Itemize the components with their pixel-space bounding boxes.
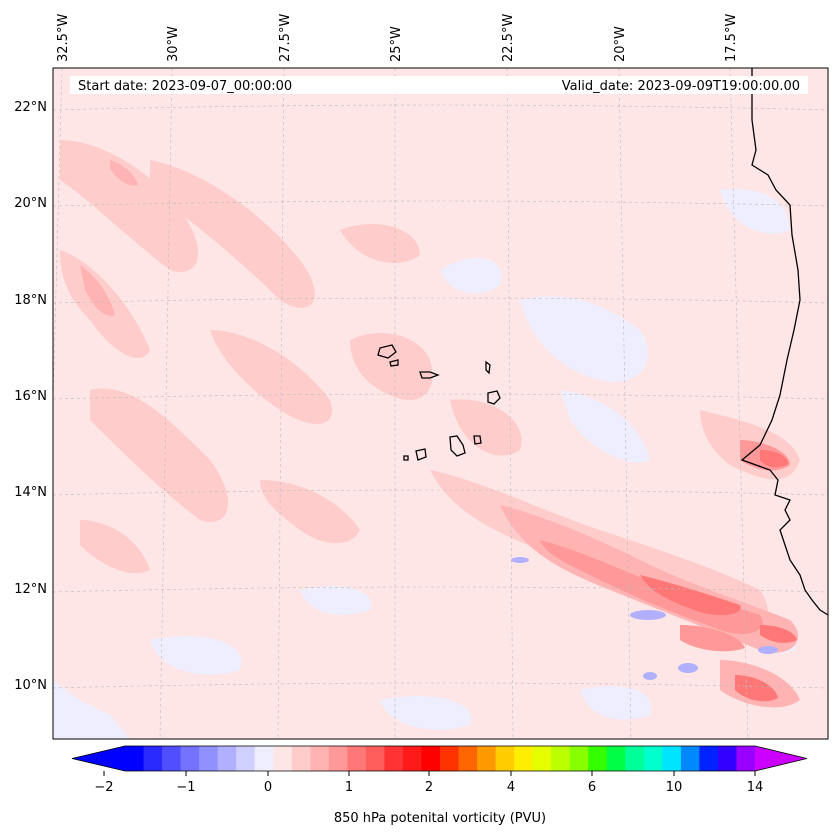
latitude-tick-label: 10°N bbox=[14, 678, 47, 693]
colorbar-tick-label: 6 bbox=[588, 780, 596, 795]
colorbar-tick-label: −1 bbox=[176, 780, 195, 795]
colorbar-tick-label: 4 bbox=[507, 780, 515, 795]
longitude-tick-label: 17.5°W bbox=[724, 14, 739, 62]
colorbar-swatch bbox=[347, 746, 367, 771]
colorbar-swatch bbox=[402, 746, 422, 771]
start-date-label: Start date: 2023-09-07_00:00:00 bbox=[78, 79, 292, 94]
latitude-tick-label: 16°N bbox=[14, 389, 47, 404]
colorbar-swatch bbox=[532, 746, 552, 771]
colorbar-tick-label: 10 bbox=[666, 780, 683, 795]
colorbar-swatch bbox=[477, 746, 497, 771]
meridian-line bbox=[277, 68, 285, 739]
latitude-tick-label: 22°N bbox=[14, 100, 47, 115]
colorbar-swatch bbox=[421, 746, 441, 771]
colorbar-over-triangle bbox=[755, 746, 807, 771]
colorbar-swatch bbox=[606, 746, 626, 771]
colorbar-swatch bbox=[736, 746, 756, 771]
parallel-line bbox=[53, 393, 828, 400]
colorbar-swatch bbox=[125, 746, 145, 771]
meridian-line bbox=[159, 68, 173, 739]
meridian-line bbox=[729, 68, 749, 739]
colorbar-swatch bbox=[680, 746, 700, 771]
colorbar-swatch bbox=[365, 746, 385, 771]
colorbar-swatch bbox=[440, 746, 460, 771]
longitude-tick-label: 30°W bbox=[166, 26, 181, 62]
gridlines bbox=[53, 68, 828, 739]
colorbar-swatch bbox=[625, 746, 645, 771]
negative-pv-spots bbox=[511, 557, 778, 680]
latitude-tick-label: 12°N bbox=[14, 582, 47, 597]
latitude-tick-label: 20°N bbox=[14, 196, 47, 211]
colorbar-swatch bbox=[643, 746, 663, 771]
colorbar-swatch bbox=[662, 746, 682, 771]
parallel-line bbox=[53, 682, 828, 689]
colorbar-swatch bbox=[699, 746, 719, 771]
colorbar-tick-label: 1 bbox=[345, 780, 353, 795]
colorbar-swatch bbox=[588, 746, 608, 771]
colorbar-swatch bbox=[310, 746, 330, 771]
longitude-tick-label: 25°W bbox=[389, 26, 404, 62]
latitude-labels: 22°N 20°N 18°N 16°N 14°N 12°N 10°N bbox=[14, 100, 47, 693]
parallel-line bbox=[53, 489, 828, 496]
longitude-tick-label: 27.5°W bbox=[278, 14, 293, 62]
longitude-tick-label: 20°W bbox=[613, 26, 628, 62]
colorbar-swatch bbox=[236, 746, 256, 771]
meridian-line bbox=[506, 68, 514, 739]
valid-date-label: Valid_date: 2023-09-09T19:00:00.00 bbox=[562, 79, 800, 94]
colorbar-label: 850 hPa potenital vorticity (PVU) bbox=[334, 811, 546, 826]
colorbar-swatch bbox=[254, 746, 274, 771]
colorbar-swatch bbox=[217, 746, 237, 771]
africa-coastline bbox=[740, 68, 828, 616]
colorbar-swatch bbox=[273, 746, 293, 771]
colorbar-swatch bbox=[199, 746, 219, 771]
colorbar-swatch bbox=[458, 746, 478, 771]
colorbar-swatch bbox=[180, 746, 200, 771]
latitude-tick-label: 18°N bbox=[14, 293, 47, 308]
colorbar-swatch bbox=[495, 746, 515, 771]
header-box bbox=[70, 76, 808, 94]
colorbar-swatch bbox=[162, 746, 182, 771]
colorbar-swatch bbox=[717, 746, 737, 771]
colorbar-swatch bbox=[291, 746, 311, 771]
longitude-tick-label: 32.5°W bbox=[56, 14, 71, 62]
colorbar: −2 −1 0 1 2 4 6 10 14 bbox=[71, 745, 808, 795]
latitude-tick-label: 14°N bbox=[14, 485, 47, 500]
colorbar-tick-label: −2 bbox=[94, 780, 113, 795]
parallel-line bbox=[53, 200, 828, 207]
parallel-line bbox=[53, 586, 828, 593]
colorbar-swatch bbox=[328, 746, 348, 771]
colorbar-swatch bbox=[384, 746, 404, 771]
colorbar-under-triangle bbox=[72, 746, 125, 771]
parallel-line bbox=[53, 104, 828, 111]
map-panel bbox=[53, 68, 828, 739]
high-pv-band bbox=[80, 160, 800, 708]
colorbar-swatch bbox=[551, 746, 571, 771]
longitude-tick-label: 22.5°W bbox=[501, 14, 516, 62]
cape-verde-islands bbox=[377, 344, 501, 461]
colorbar-swatch bbox=[514, 746, 534, 771]
colorbar-swatch bbox=[143, 746, 163, 771]
colorbar-swatch bbox=[569, 746, 589, 771]
parallel-line bbox=[53, 297, 828, 304]
colorbar-tick-label: 14 bbox=[747, 780, 764, 795]
longitude-labels: 32.5°W 30°W 27.5°W 25°W 22.5°W 20°W 17.5°W bbox=[56, 14, 739, 62]
meridian-line bbox=[618, 68, 632, 739]
map-frame bbox=[52, 67, 829, 740]
colorbar-tick-label: 0 bbox=[264, 780, 272, 795]
colorbar-tick-label: 2 bbox=[425, 780, 433, 795]
